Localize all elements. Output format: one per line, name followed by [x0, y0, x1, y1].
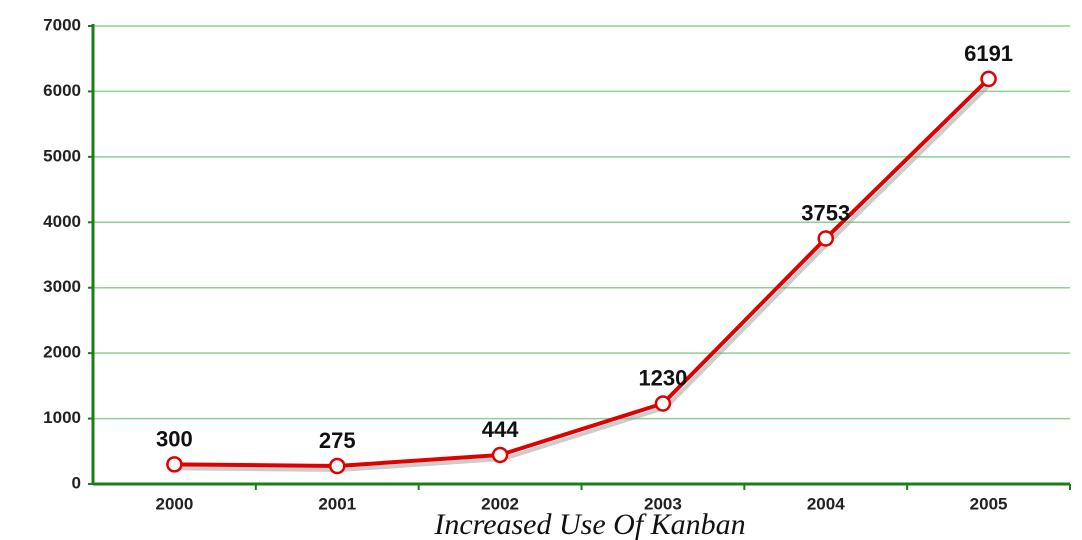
data-label: 1230 [638, 366, 687, 391]
x-tick-label: 2000 [156, 494, 194, 513]
x-tick-label: 2003 [644, 494, 682, 513]
y-tick-label: 7000 [43, 15, 81, 34]
data-point [329, 457, 346, 475]
y-tick-label: 2000 [43, 343, 81, 362]
data-label: 300 [156, 426, 193, 451]
data-point [654, 395, 672, 412]
y-tick-label: 1000 [43, 408, 81, 427]
data-point [491, 446, 509, 464]
y-tick-label: 6000 [43, 81, 81, 100]
y-tick-label: 3000 [43, 277, 81, 296]
y-tick-label: 4000 [43, 212, 81, 231]
x-tick-label: 2005 [970, 494, 1008, 513]
data-point [166, 456, 183, 473]
data-label: 444 [482, 417, 519, 442]
x-tick-label: 2001 [318, 494, 356, 513]
data-point [980, 70, 997, 88]
y-tick-label: 5000 [43, 146, 81, 165]
data-label: 275 [319, 428, 356, 453]
x-axis-title: Increased Use Of Kanban [433, 508, 745, 540]
data-point [817, 230, 834, 247]
y-tick-label: 0 [72, 473, 81, 492]
line-shadow [177, 81, 993, 473]
data-label: 6191 [964, 41, 1013, 66]
x-tick-label: 2002 [481, 494, 519, 513]
x-tick-label: 2004 [807, 494, 845, 513]
data-line [174, 77, 990, 469]
data-label: 3753 [801, 200, 850, 225]
